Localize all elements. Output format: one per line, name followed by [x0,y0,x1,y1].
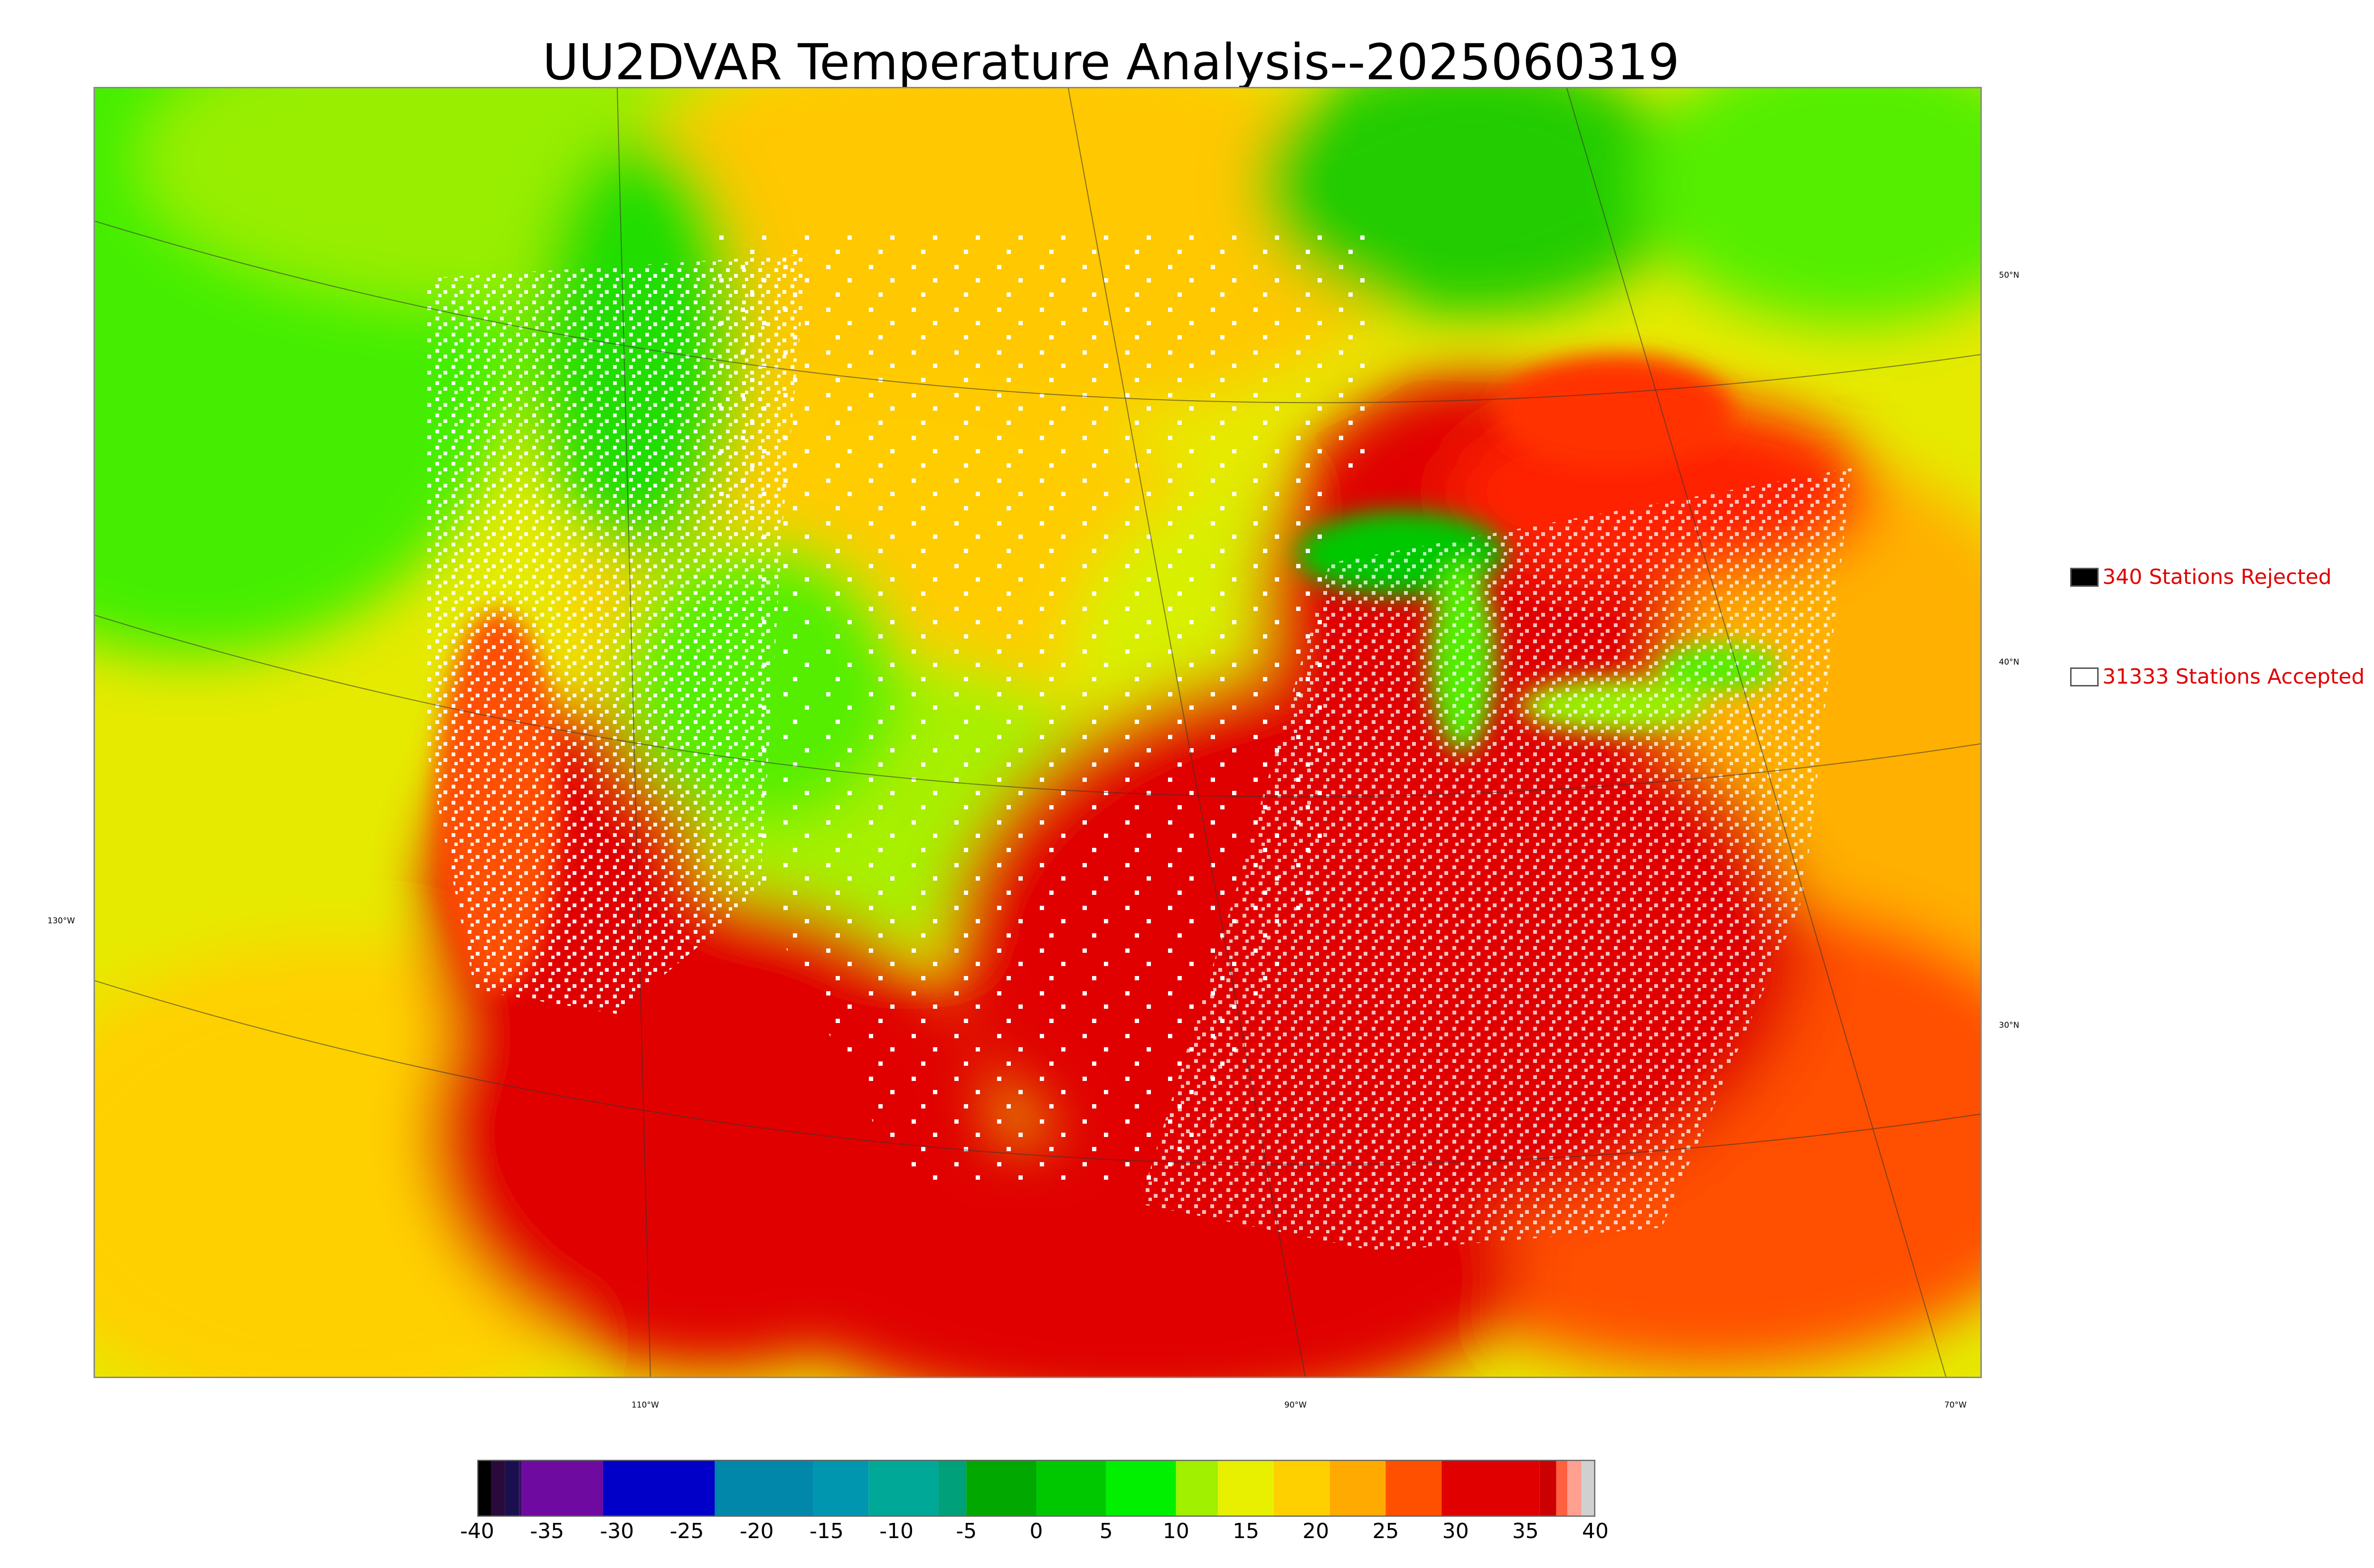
colorbar-tick-label: 0 [1029,1519,1043,1543]
lat-label-30: 30°N [1999,1021,2019,1030]
colorbar-segment-12 [1106,1460,1176,1517]
colorbar-tick-label: -40 [460,1519,494,1543]
colorbar-border [477,1460,1595,1517]
legend-rejected-swatch [2070,567,2099,587]
colorbar-segment-17 [1385,1460,1442,1517]
lat-label-50: 50°N [1999,271,2019,280]
colorbar-segment-14 [1218,1460,1274,1517]
colorbar-segment-16 [1329,1460,1386,1517]
colorbar-segment-1 [491,1460,505,1517]
colorbar-segment-2 [505,1460,519,1517]
colorbar-segment-13 [1176,1460,1218,1517]
legend-rejected-label: 340 Stations Rejected [2102,565,2332,589]
legend-accepted: 31333 Stations Accepted [2070,665,2365,689]
lon-label-130: 130°W [47,916,75,926]
colorbar-segment-6 [715,1460,813,1517]
colorbar-tick-label: 10 [1162,1519,1189,1543]
station-dots-north [712,231,1377,516]
colorbar-segment-0 [477,1460,491,1517]
colorbar-segment-10 [966,1460,1036,1517]
colorbar-segment-8 [868,1460,939,1517]
temperature-map[interactable] [94,87,1982,1378]
lon-label-90: 90°W [1284,1400,1307,1410]
colorbar-segment-4 [522,1460,603,1517]
graticule [95,88,1980,1377]
colorbar [477,1460,1595,1517]
colorbar-segment-7 [812,1460,869,1517]
colorbar-tick-label: -10 [879,1519,914,1543]
colorbar-tick-label: -35 [530,1519,565,1543]
colorbar-tick-label: 20 [1302,1519,1329,1543]
colorbar-segment-5 [603,1460,715,1517]
colorbar-tick-label: 15 [1233,1519,1260,1543]
map-title: UU2DVAR Temperature Analysis--2025060319 [542,33,1680,91]
colorbar-segment-21 [1567,1460,1582,1517]
station-dots-east [1140,468,1852,1251]
colorbar-tick-label: -30 [600,1519,634,1543]
colorbar-segment-9 [938,1460,967,1517]
station-dots-central [760,468,1329,1180]
colorbar-tick-label: 5 [1099,1519,1113,1543]
colorbar-tick-label: 25 [1372,1519,1399,1543]
colorbar-segment-22 [1581,1460,1595,1517]
colorbar-tick-label: -15 [810,1519,844,1543]
colorbar-segment-15 [1273,1460,1330,1517]
legend-accepted-swatch [2070,667,2099,686]
lat-label-40: 40°N [1999,657,2019,667]
colorbar-tick-label: -25 [669,1519,704,1543]
colorbar-segment-19 [1539,1460,1556,1517]
colorbar-segment-18 [1441,1460,1540,1517]
colorbar-tick-label: -20 [739,1519,774,1543]
colorbar-segment-3 [519,1460,522,1517]
colorbar-tick-label: 30 [1442,1519,1469,1543]
colorbar-segment-11 [1036,1460,1106,1517]
colorbar-tick-label: -5 [956,1519,977,1543]
colorbar-tick-label: 35 [1512,1519,1539,1543]
legend-rejected: 340 Stations Rejected [2070,565,2332,589]
lon-label-110: 110°W [631,1400,659,1410]
lon-label-70: 70°W [1944,1400,1967,1410]
temperature-field [95,88,1980,1377]
legend-accepted-label: 31333 Stations Accepted [2102,665,2365,689]
colorbar-segment-20 [1556,1460,1568,1517]
colorbar-tick-label: 40 [1582,1519,1609,1543]
